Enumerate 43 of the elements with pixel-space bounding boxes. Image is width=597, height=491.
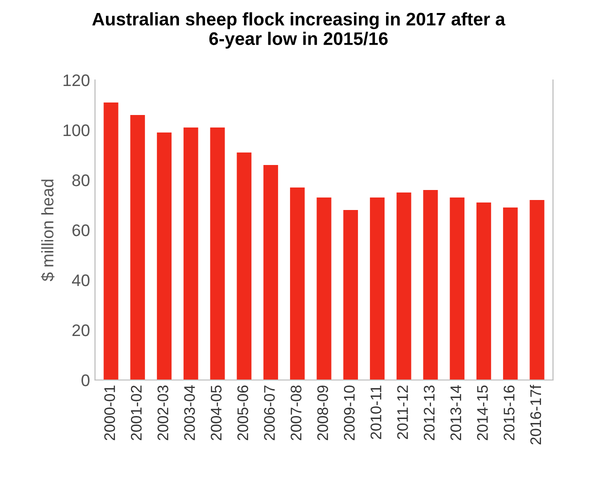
- x-tick-label: 2004-05: [210, 385, 222, 440]
- bar: [450, 198, 464, 380]
- bar: [503, 208, 518, 380]
- y-tick-label: 60: [72, 224, 90, 236]
- y-tick-label: 40: [72, 274, 90, 286]
- y-tick-label: 120: [64, 74, 90, 86]
- bar: [316, 198, 332, 380]
- x-tick-label: 2015-16: [504, 386, 514, 440]
- x-tick-label: 2011-12: [397, 386, 408, 440]
- bar: [423, 190, 438, 380]
- bar: [530, 200, 544, 380]
- x-tick-label: 2010-11: [370, 386, 382, 440]
- x-tick-label: 2002-03: [158, 386, 168, 440]
- x-tick-label: 2014-15: [477, 385, 488, 440]
- bar: [263, 165, 278, 380]
- x-tick-label: 2003-04: [184, 385, 195, 440]
- bar: [370, 198, 385, 380]
- x-tick-label: 2005-06: [237, 386, 248, 440]
- y-tick-label: 20: [72, 324, 90, 336]
- y-tick-label: 0: [82, 374, 90, 386]
- x-tick-label: 2008-09: [317, 386, 328, 440]
- bar: [290, 188, 305, 380]
- bar: [104, 102, 118, 380]
- x-tick-label: 2007-08: [290, 386, 302, 440]
- bar: [396, 192, 412, 380]
- bar: [476, 202, 492, 380]
- x-tick-label: 2001-02: [130, 386, 142, 440]
- y-tick-label: 80: [72, 174, 90, 186]
- bar: [156, 132, 172, 380]
- chart-title: Australian sheep flock increasing in 2017 after a 6-year low in 2015/16: [92, 12, 506, 49]
- bar: [236, 152, 252, 380]
- x-tick-label: 2016-17f: [530, 384, 542, 444]
- bar: [184, 128, 198, 380]
- x-tick-label: 2006-07: [264, 386, 275, 440]
- x-tick-label: 2013-14: [450, 385, 462, 440]
- x-tick-label: 2012-13: [424, 386, 435, 440]
- bar: [210, 128, 225, 380]
- y-axis-title: $ million head: [40, 180, 54, 282]
- y-tick-label: 100: [64, 124, 90, 136]
- bar: [130, 115, 145, 380]
- x-tick-label: 2000-01: [104, 386, 116, 440]
- x-tick-label: 2009-10: [344, 385, 355, 440]
- bar: [343, 210, 358, 380]
